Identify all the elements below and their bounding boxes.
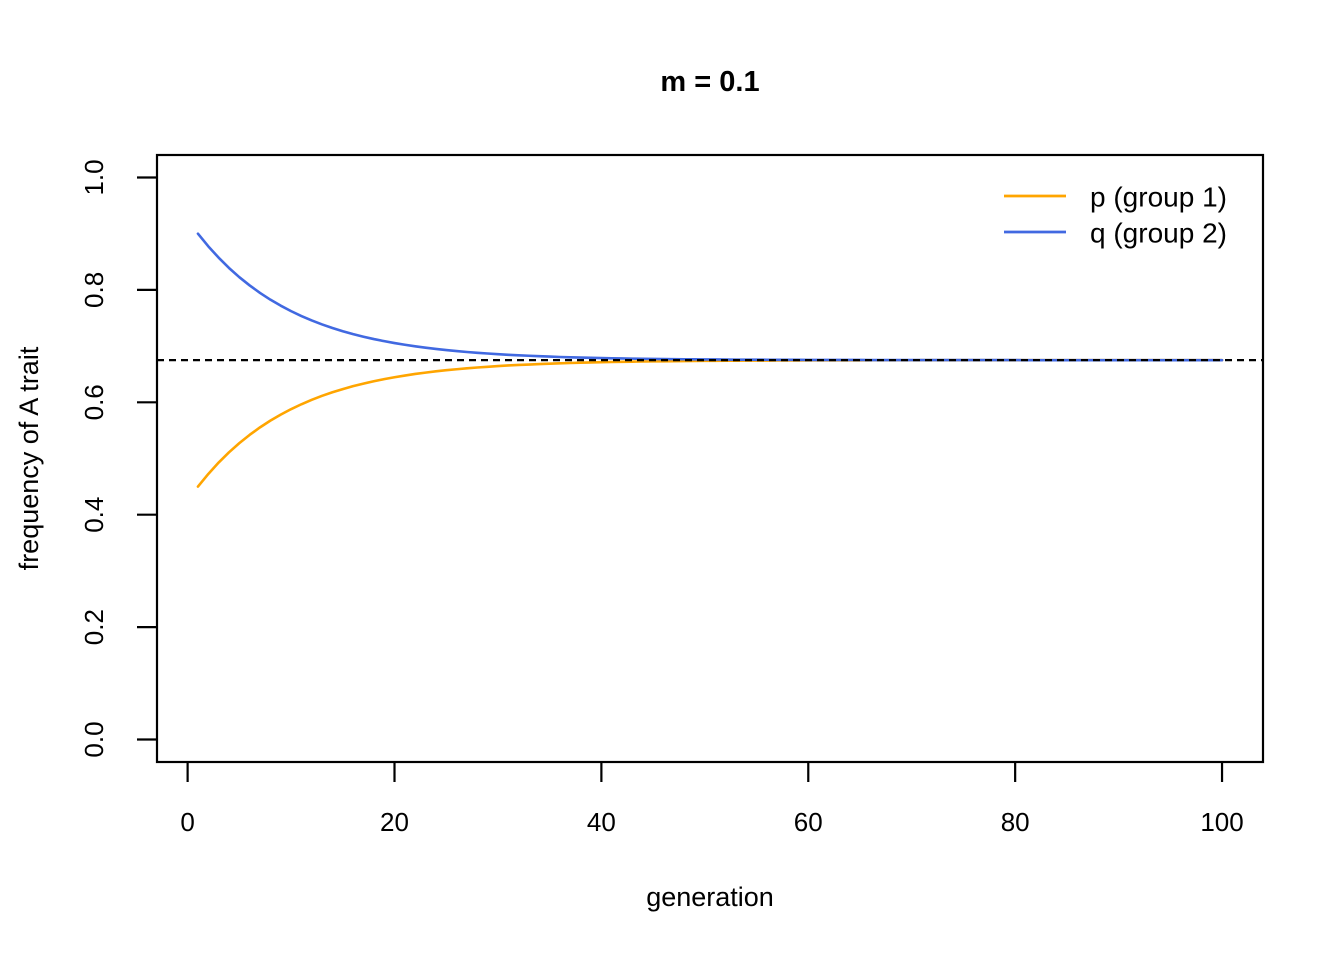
y-tick-label: 0.0 bbox=[79, 721, 109, 757]
x-tick-label: 20 bbox=[380, 807, 409, 837]
x-axis-label: generation bbox=[646, 882, 774, 912]
x-tick-label: 60 bbox=[794, 807, 823, 837]
chart-title: m = 0.1 bbox=[660, 66, 759, 98]
x-tick-label: 0 bbox=[180, 807, 194, 837]
x-tick-label: 40 bbox=[587, 807, 616, 837]
y-tick-label: 0.8 bbox=[79, 272, 109, 308]
legend-label-q: q (group 2) bbox=[1090, 218, 1227, 249]
legend-label-p: p (group 1) bbox=[1090, 182, 1227, 213]
y-tick-label: 0.6 bbox=[79, 384, 109, 420]
x-tick-label: 80 bbox=[1001, 807, 1030, 837]
y-tick-label: 0.2 bbox=[79, 609, 109, 645]
legend: p (group 1) q (group 2) bbox=[1004, 182, 1227, 249]
y-tick-label: 0.4 bbox=[79, 497, 109, 533]
x-tick-label: 100 bbox=[1200, 807, 1243, 837]
p-curve bbox=[196, 358, 1224, 488]
y-tick-label: 1.0 bbox=[79, 159, 109, 195]
plot-box bbox=[155, 153, 1265, 764]
q-curve bbox=[196, 232, 1224, 362]
y-axis-label: frequency of A trait bbox=[14, 346, 44, 570]
plot-area: 0 20 40 60 80 100 0.0 0.2 0.4 0.6 0.8 1.0 bbox=[79, 153, 1265, 837]
